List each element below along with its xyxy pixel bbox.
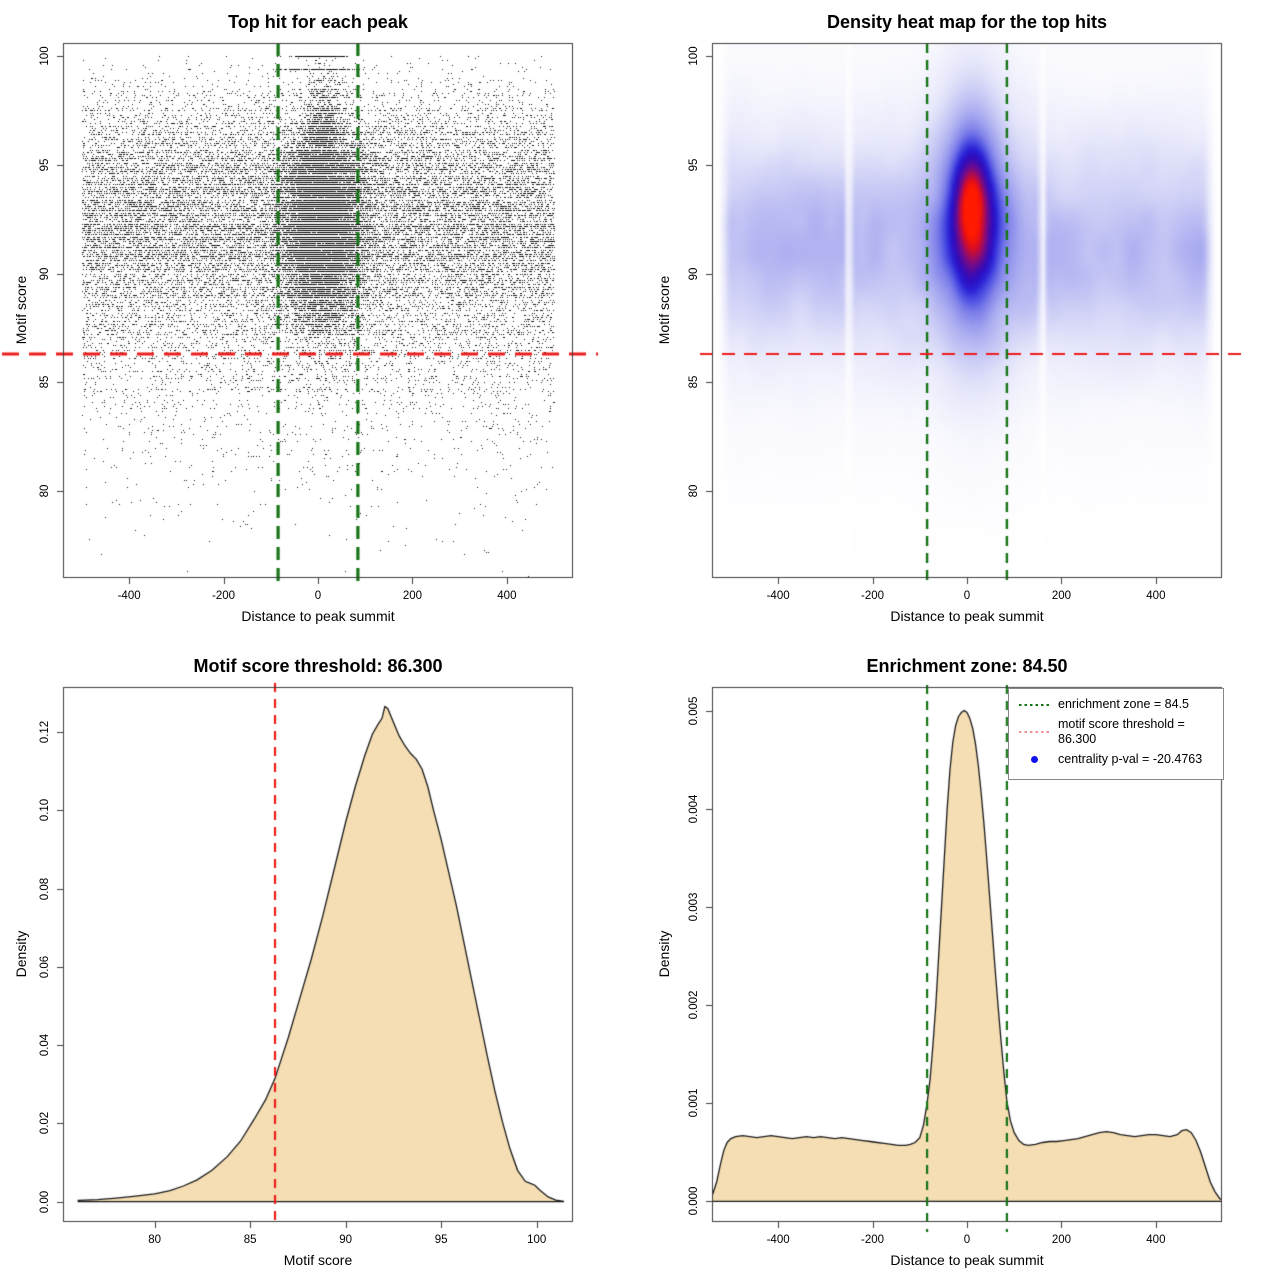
legend-label: centrality p-val = -20.4763	[1058, 752, 1203, 766]
x-tick-label: 200	[1051, 590, 1072, 602]
x-tick-label: -400	[766, 1234, 790, 1246]
y-tick-label: 0.04	[39, 1033, 51, 1057]
plot-legend: enrichment zone = 84.5 motif score thres…	[1008, 688, 1224, 780]
legend-item-enrichment-zone: enrichment zone = 84.5	[1019, 697, 1215, 712]
y-tick-label: 90	[688, 267, 700, 280]
x-axis-label: Motif score	[283, 1252, 353, 1268]
y-tick-label: 0.005	[688, 696, 700, 725]
x-tick-label: 90	[339, 1234, 353, 1246]
y-tick-label: 85	[39, 375, 51, 389]
y-tick-label: 0.02	[39, 1112, 51, 1135]
x-axis-label: Distance to peak summit	[890, 608, 1044, 624]
legend-item-motif-threshold: motif score threshold = 86.300	[1019, 717, 1215, 747]
x-tick-label: -200	[212, 590, 236, 602]
x-tick-label: 0	[314, 590, 322, 602]
y-tick-label: 0.12	[39, 720, 51, 744]
y-axis-label: Density	[13, 930, 29, 978]
x-tick-label: 85	[243, 1234, 257, 1246]
y-tick-label: 0.00	[39, 1190, 51, 1213]
y-tick-label: 100	[39, 46, 51, 66]
x-tick-label: 0	[963, 1234, 971, 1246]
y-tick-label: 90	[39, 267, 51, 280]
x-axis-label: Distance to peak summit	[241, 608, 395, 624]
x-tick-label: 80	[148, 1234, 162, 1246]
x-tick-label: 400	[1146, 1234, 1166, 1246]
legend-item-centrality-pval: centrality p-val = -20.4763	[1019, 752, 1215, 767]
x-tick-label: 0	[963, 590, 971, 602]
y-tick-label: 0.10	[39, 799, 51, 822]
y-tick-label: 0.06	[39, 955, 51, 979]
x-tick-label: 400	[1146, 590, 1166, 602]
x-axis-label: Distance to peak summit	[890, 1252, 1044, 1268]
x-tick-label: 200	[1051, 1234, 1072, 1246]
y-tick-label: 80	[688, 484, 700, 498]
y-tick-label: 0.001	[688, 1088, 700, 1118]
blue-dot-swatch	[1030, 756, 1038, 763]
dot-swatch-wrap	[1019, 756, 1049, 763]
y-axis-label: Motif score	[13, 275, 29, 345]
y-axis-label: Motif score	[656, 275, 672, 345]
y-tick-label: 100	[688, 46, 700, 66]
y-axis-label: Density	[656, 930, 672, 978]
legend-label: motif score threshold = 86.300	[1058, 717, 1185, 746]
y-tick-label: 0.002	[688, 990, 700, 1020]
plot-title: Enrichment zone: 84.50	[866, 656, 1068, 676]
y-tick-label: 80	[39, 484, 51, 498]
x-tick-label: 200	[402, 590, 423, 602]
x-tick-label: 95	[434, 1234, 448, 1246]
y-tick-label: 0.003	[688, 892, 700, 922]
plot-title: Density heat map for the top hits	[826, 12, 1108, 32]
dotted-line-swatch-green	[1019, 703, 1049, 706]
x-tick-label: -200	[861, 590, 885, 602]
x-tick-label: 100	[527, 1234, 547, 1246]
x-tick-label: -400	[766, 590, 790, 602]
dotted-line-swatch-red	[1019, 731, 1049, 733]
x-tick-label: -400	[117, 590, 141, 602]
y-tick-label: 85	[688, 375, 700, 389]
y-tick-label: 0.004	[688, 794, 700, 824]
y-tick-label: 0.000	[688, 1186, 700, 1216]
y-tick-label: 0.08	[39, 877, 51, 900]
y-tick-label: 95	[688, 158, 700, 172]
x-tick-label: -200	[861, 1234, 885, 1246]
x-tick-label: 400	[497, 590, 517, 602]
y-tick-label: 95	[39, 158, 51, 172]
legend-label: enrichment zone = 84.5	[1058, 697, 1189, 711]
plot-title: Top hit for each peak	[228, 12, 408, 32]
plot-title: Motif score threshold: 86.300	[193, 656, 443, 676]
